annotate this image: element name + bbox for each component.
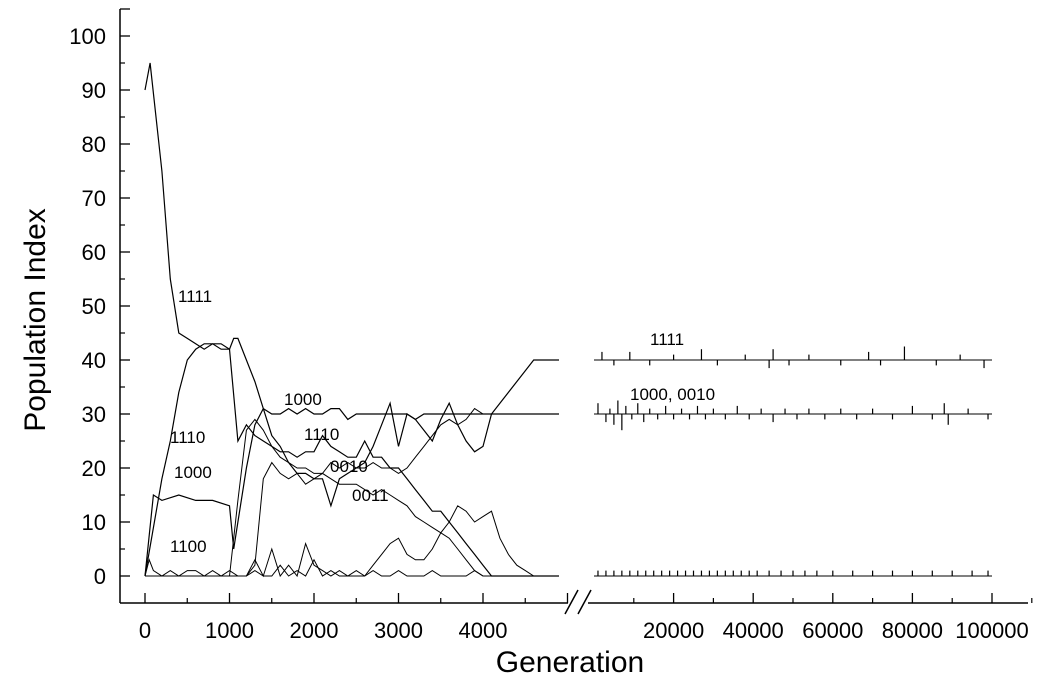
- annotation-label: 0011: [352, 486, 389, 505]
- y-tick-label: 100: [69, 24, 106, 49]
- annotation-label: 1111: [178, 287, 212, 306]
- x-axis-title: Generation: [496, 646, 644, 679]
- y-axis-title: Population Index: [19, 208, 52, 432]
- axes: [119, 8, 1033, 615]
- series-line-unlabeled-6: [145, 558, 559, 577]
- plot-lines: [144, 62, 992, 578]
- x-tick-label: 60000: [802, 618, 863, 643]
- x-tick-label: 100000: [955, 618, 1028, 643]
- axis-break-mark-right: [577, 589, 592, 615]
- y-tick-label: 60: [82, 240, 106, 265]
- x-tick-label: 4000: [459, 618, 508, 643]
- y-tick-label: 10: [82, 510, 106, 535]
- annotation-label: 1000: [284, 390, 322, 409]
- annotation-label: 1000: [174, 463, 212, 482]
- x-tick-label: 40000: [723, 618, 784, 643]
- y-tick-label: 0: [94, 564, 106, 589]
- annotation-label: 1111: [650, 330, 684, 349]
- y-tick-label: 40: [82, 348, 106, 373]
- x-tick-label: 1000: [205, 618, 254, 643]
- series-line-0010-3: [145, 407, 559, 577]
- y-tick-label: 90: [82, 78, 106, 103]
- x-tick-label: 2000: [290, 618, 339, 643]
- x-tick-label: 3000: [374, 618, 423, 643]
- y-tick-label: 80: [82, 132, 106, 157]
- series-line-1111-0: [144, 62, 559, 508]
- annotation-label: 1110: [170, 428, 205, 447]
- series-line-1100-5: [144, 505, 559, 578]
- y-tick-label: 30: [82, 402, 106, 427]
- annotation-label: 0010: [330, 457, 368, 476]
- y-tick-label: 50: [82, 294, 106, 319]
- x-tick-label: 80000: [882, 618, 943, 643]
- axis-break-mark-left: [564, 589, 579, 615]
- annotation-label: 1000, 0010: [630, 385, 715, 404]
- y-tick-label: 70: [82, 186, 106, 211]
- annotation-label: 1100: [170, 537, 207, 556]
- annotations: 1111 1110 1000 1100 1000 1110 0010 0011 1111 1000…: [170, 287, 715, 556]
- annotation-label: 1110: [304, 425, 339, 444]
- y-tick-label: 20: [82, 456, 106, 481]
- x-tick-label: 20000: [643, 618, 704, 643]
- x-tick-label: 0: [139, 618, 151, 643]
